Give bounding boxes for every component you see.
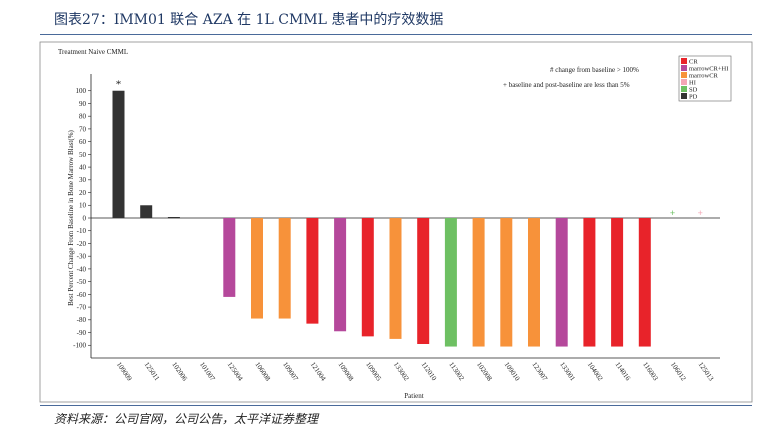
legend-swatch bbox=[681, 65, 687, 71]
x-tick-label: 102008 bbox=[475, 361, 494, 383]
bar-125004 bbox=[223, 218, 236, 297]
bar-106008 bbox=[251, 218, 263, 319]
y-tick-label: -30 bbox=[77, 253, 87, 261]
legend-swatch bbox=[681, 72, 687, 78]
y-tick-label: -90 bbox=[77, 329, 87, 337]
x-tick-label: 125004 bbox=[226, 361, 245, 383]
bar-102006 bbox=[167, 217, 180, 219]
footer-divider bbox=[40, 405, 752, 406]
x-tick-label: 104002 bbox=[586, 361, 605, 383]
y-tick-label: -80 bbox=[77, 316, 87, 324]
legend-swatch bbox=[681, 79, 687, 85]
y-tick-label: 90 bbox=[79, 100, 87, 108]
bar-116003 bbox=[638, 218, 651, 347]
bar-121004 bbox=[306, 218, 319, 324]
y-tick-label: -100 bbox=[73, 342, 86, 350]
y-tick-label: 40 bbox=[79, 163, 87, 171]
y-tick-label: 10 bbox=[79, 202, 87, 210]
bar-102008 bbox=[472, 218, 485, 347]
y-tick-label: 30 bbox=[79, 176, 87, 184]
bar-109010 bbox=[500, 218, 513, 347]
bar-133002 bbox=[389, 218, 402, 339]
legend-swatch bbox=[681, 93, 687, 99]
legend-label: marrowCR bbox=[689, 72, 719, 79]
y-tick-label: 0 bbox=[83, 214, 87, 222]
x-tick-label: 125011 bbox=[143, 361, 162, 383]
x-tick-label: 114016 bbox=[613, 361, 632, 383]
plot-area: 1009080706050403020100-10-20-30-40-50-60… bbox=[67, 55, 732, 400]
marker-plus: + bbox=[698, 208, 703, 218]
y-tick-label: 50 bbox=[79, 151, 87, 159]
legend-swatch bbox=[681, 58, 687, 64]
x-tick-label: 123007 bbox=[530, 361, 549, 383]
legend-label: PD bbox=[689, 93, 698, 100]
y-tick-label: 60 bbox=[79, 138, 87, 146]
bar-125011 bbox=[140, 205, 153, 218]
x-tick-label: 116003 bbox=[641, 361, 660, 383]
y-tick-label: 80 bbox=[79, 113, 87, 121]
x-tick-label: 112010 bbox=[420, 361, 439, 383]
chart-frame bbox=[39, 41, 753, 403]
x-tick-label: 113002 bbox=[447, 361, 466, 383]
y-tick-label: -50 bbox=[77, 278, 87, 286]
marker-asterisk: * bbox=[116, 79, 122, 91]
legend-label: CR bbox=[689, 58, 698, 65]
y-tick-label: 20 bbox=[79, 189, 87, 197]
x-tick-label: 109005 bbox=[364, 361, 383, 383]
bar-109005 bbox=[361, 218, 374, 337]
x-axis-label: Patient bbox=[404, 392, 423, 400]
bar-123007 bbox=[528, 218, 540, 347]
bar-114016 bbox=[611, 218, 624, 347]
x-tick-label: 106012 bbox=[669, 361, 688, 383]
y-axis-label: Best Percent Change From Baseline in Bon… bbox=[67, 129, 75, 305]
x-tick-label: 102006 bbox=[170, 361, 189, 383]
x-tick-label: 125013 bbox=[697, 361, 716, 383]
legend-swatch bbox=[681, 86, 687, 92]
legend-label: marrowCR+HI bbox=[689, 65, 728, 72]
x-tick-label: 109009 bbox=[115, 361, 134, 383]
legend-label: SD bbox=[689, 86, 698, 93]
title-divider bbox=[40, 34, 752, 35]
marker-plus: + bbox=[670, 208, 675, 218]
chart-title: Treatment Naive CMML bbox=[58, 48, 128, 56]
bar-112010 bbox=[417, 218, 430, 344]
bar-109008 bbox=[334, 218, 347, 332]
y-tick-label: -40 bbox=[77, 265, 87, 273]
y-tick-label: 100 bbox=[76, 87, 87, 95]
y-tick-label: 70 bbox=[79, 125, 87, 133]
x-tick-label: 106008 bbox=[253, 361, 272, 383]
y-tick-label: -70 bbox=[77, 303, 87, 311]
bar-113002 bbox=[444, 218, 457, 347]
legend-label: HI bbox=[689, 79, 696, 86]
x-tick-label: 109010 bbox=[503, 361, 522, 383]
x-tick-label: 109008 bbox=[336, 361, 355, 383]
x-tick-label: 101007 bbox=[198, 361, 217, 383]
x-tick-label: 133001 bbox=[558, 361, 577, 383]
bar-109009 bbox=[112, 90, 125, 218]
note-baseline: + baseline and post-baseline are less th… bbox=[503, 81, 630, 89]
source-note: 资料来源：公司官网，公司公告，太平洋证券整理 bbox=[54, 412, 319, 426]
x-tick-label: 109007 bbox=[281, 361, 300, 383]
x-tick-label: 121004 bbox=[309, 361, 328, 383]
y-tick-label: -20 bbox=[77, 240, 87, 248]
legend-box bbox=[678, 55, 732, 102]
bar-109007 bbox=[278, 218, 291, 319]
bar-133001 bbox=[555, 218, 568, 347]
note-change: # change from baseline > 100% bbox=[550, 66, 639, 74]
y-tick-label: -60 bbox=[77, 291, 87, 299]
figure-title: 图表27：IMM01 联合 AZA 在 1L CMML 患者中的疗效数据 bbox=[54, 12, 444, 28]
bar-104002 bbox=[583, 218, 596, 347]
x-tick-label: 133002 bbox=[392, 361, 411, 383]
y-tick-label: -10 bbox=[77, 227, 87, 235]
